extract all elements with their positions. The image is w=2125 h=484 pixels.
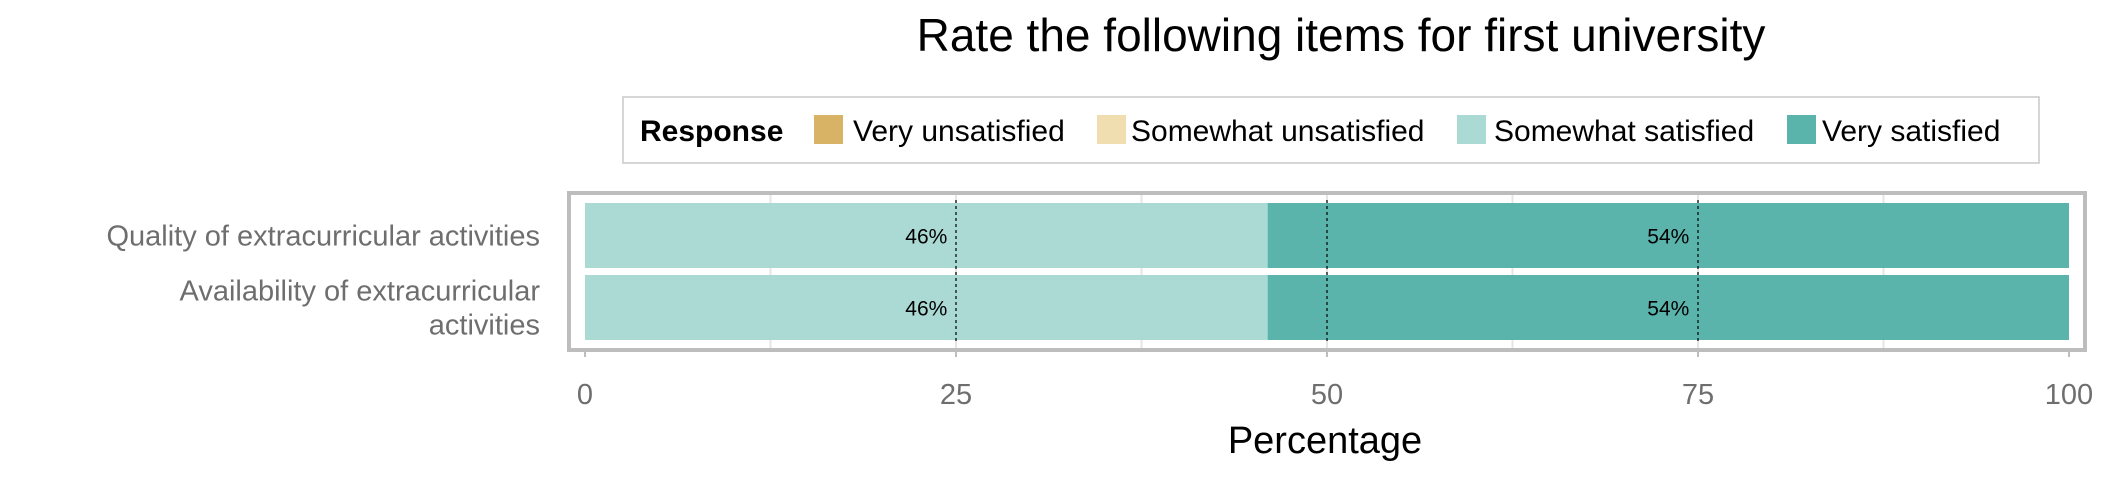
legend-label-3: Somewhat satisfied: [1494, 115, 1754, 148]
legend-label-1: Very unsatisfied: [853, 115, 1065, 148]
bar-segment: [1267, 275, 2069, 340]
x-tick-label: 100: [2045, 379, 2093, 411]
data-label: 54%: [1647, 226, 1689, 249]
y-axis-labels: Quality of extracurricular activities Ava…: [106, 221, 540, 342]
legend-key-2: [1097, 115, 1126, 144]
legend-label-2: Somewhat unsatisfied: [1131, 115, 1425, 148]
bar-segment: [585, 275, 1268, 340]
legend-key-4: [1787, 115, 1816, 144]
data-label: 46%: [905, 298, 947, 321]
y-category-label-line: Availability of extracurricular: [180, 276, 541, 308]
x-tick-label: 25: [940, 379, 972, 411]
legend-key-3: [1457, 115, 1486, 144]
legend-title: Response: [640, 115, 783, 148]
plot-area: 46% 54% 46% 54%: [567, 191, 2087, 352]
data-label: 46%: [905, 226, 947, 249]
y-category-label-line: activities: [429, 310, 540, 342]
x-tick-label: 75: [1682, 379, 1714, 411]
x-tick-label: 50: [1311, 379, 1343, 411]
x-axis-label: Percentage: [1228, 420, 1422, 462]
bar-segment: [585, 203, 1268, 268]
data-label: 54%: [1647, 298, 1689, 321]
legend: Response Very unsatisfied Somewhat unsati…: [622, 96, 2040, 164]
legend-key-1: [814, 115, 843, 144]
chart-title: Rate the following items for first unive…: [917, 9, 1766, 61]
x-axis-ticks: 0 25 50 75 100: [577, 350, 2093, 411]
y-category-label: Quality of extracurricular activities: [106, 221, 540, 253]
y-category-label: Availability of extracurricular activitie…: [180, 276, 541, 342]
y-category-label-line: Quality of extracurricular activities: [106, 221, 540, 253]
legend-label-4: Very satisfied: [1822, 115, 2000, 148]
x-tick-label: 0: [577, 379, 593, 411]
bar-segment: [1267, 203, 2069, 268]
